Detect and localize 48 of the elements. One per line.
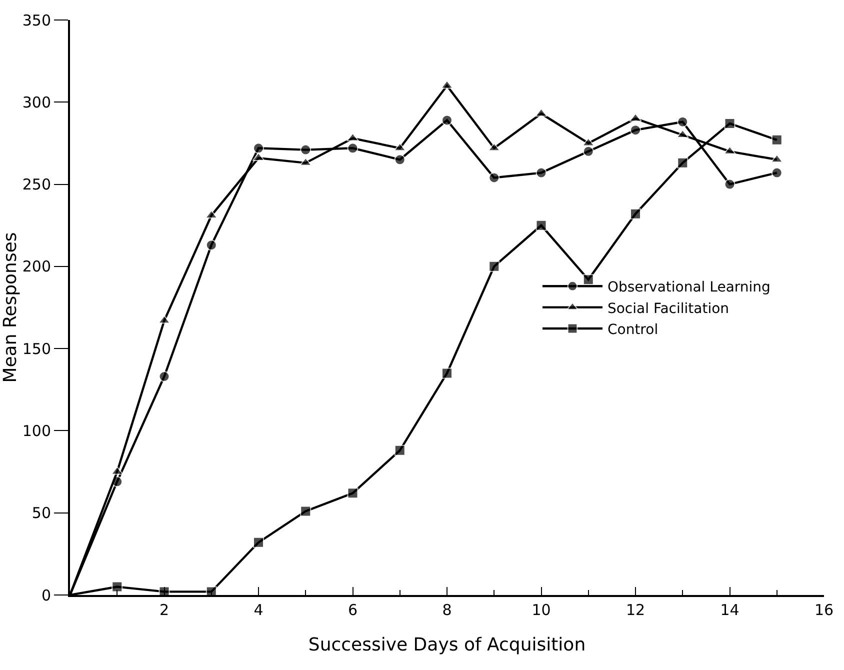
point — [536, 220, 547, 231]
point — [442, 114, 452, 126]
y-tick-label: 350 — [22, 11, 51, 30]
point — [442, 368, 452, 379]
x-tick-label: 14 — [720, 601, 740, 619]
point — [488, 260, 500, 272]
x-axis-title: Successive Days of Acquisition — [308, 634, 586, 656]
y-tick-label: 250 — [22, 176, 51, 194]
point — [253, 536, 264, 548]
y-tick-label: 50 — [32, 504, 51, 522]
point — [488, 172, 500, 184]
point — [536, 167, 547, 178]
point — [677, 157, 688, 168]
point — [253, 142, 264, 154]
x-tick-label: 12 — [626, 601, 646, 619]
point — [394, 154, 406, 166]
legend-label: Social Facilitation — [607, 300, 730, 317]
point — [300, 506, 312, 517]
x-tick-label: 10 — [532, 601, 551, 619]
x-tick-label: 4 — [254, 601, 264, 619]
point — [771, 167, 782, 178]
point — [347, 142, 358, 154]
y-tick-label: 300 — [22, 93, 51, 112]
point — [300, 144, 312, 156]
point — [630, 124, 641, 136]
point — [677, 116, 688, 128]
y-tick-label: 0 — [41, 586, 51, 604]
y-tick-label: 100 — [22, 422, 51, 440]
x-tick-label: 16 — [814, 601, 834, 619]
point — [394, 444, 406, 456]
x-tick-label: 6 — [348, 601, 358, 619]
point — [582, 146, 594, 157]
x-tick-label: 2 — [159, 601, 170, 619]
y-tick-label: 150 — [22, 340, 51, 358]
point — [347, 488, 358, 499]
point — [582, 274, 594, 286]
y-tick-label: 200 — [22, 258, 51, 276]
point — [112, 581, 123, 592]
legend-label: Control — [607, 322, 658, 338]
point — [206, 240, 217, 251]
point — [724, 118, 736, 129]
legend-label: Observational Learning — [607, 280, 770, 296]
point — [724, 178, 736, 190]
point — [158, 371, 170, 382]
point — [630, 208, 641, 220]
point — [771, 134, 782, 146]
y-axis-title: Mean Responses — [0, 232, 21, 383]
x-tick-label: 8 — [442, 601, 452, 619]
